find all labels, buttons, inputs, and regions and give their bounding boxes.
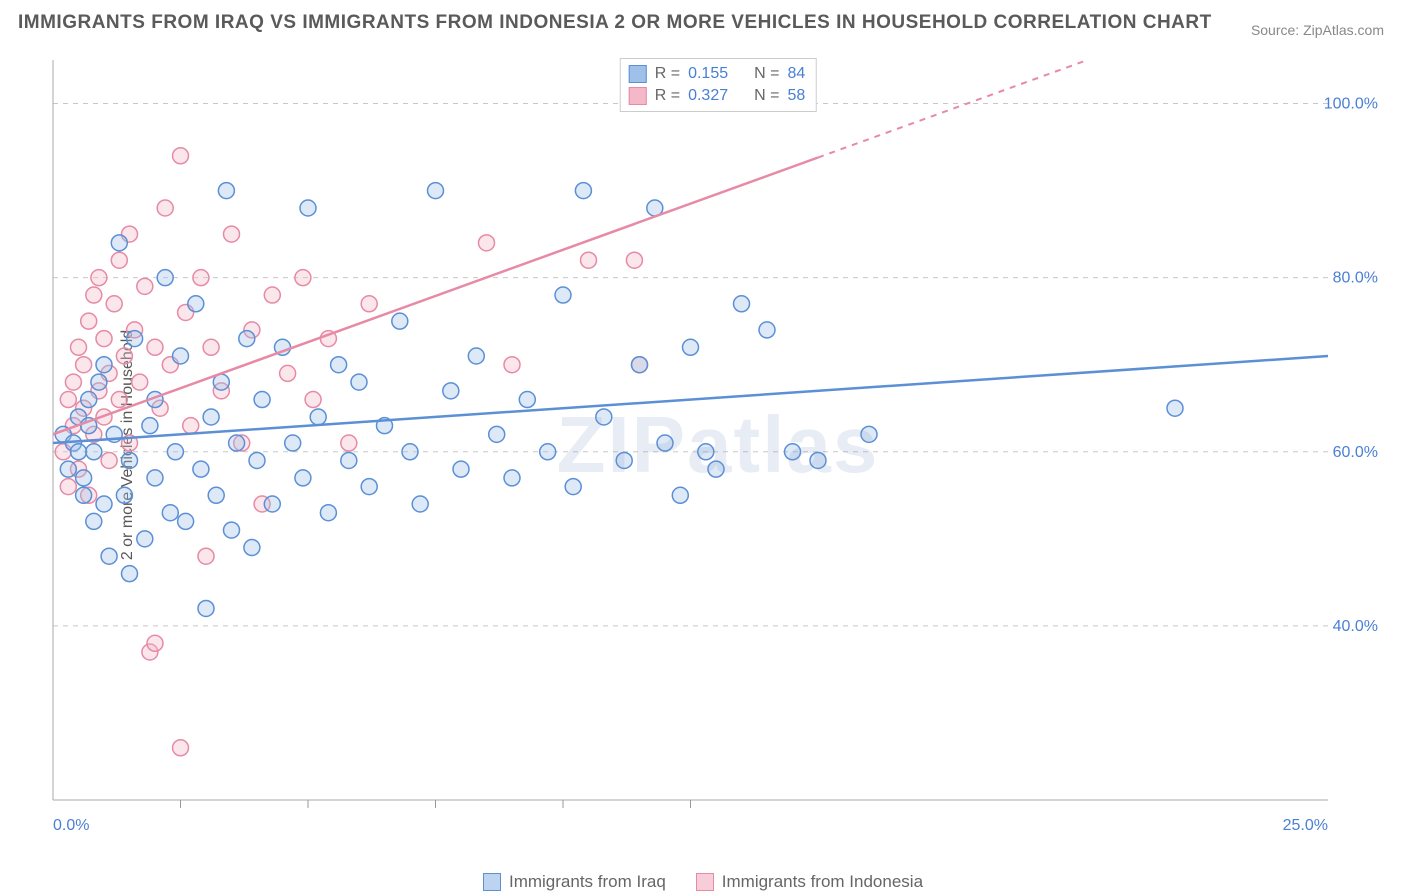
legend-row-series-2: R = 0.327 N = 58	[629, 85, 806, 107]
bottom-legend-item-1: Immigrants from Iraq	[483, 872, 666, 892]
chart-area: 2 or more Vehicles in Household 40.0%60.…	[48, 55, 1388, 835]
r-label: R =	[655, 63, 680, 85]
r-value-2: 0.327	[688, 85, 728, 107]
bottom-swatch-1	[483, 873, 501, 891]
bottom-legend-label-2: Immigrants from Indonesia	[722, 872, 923, 892]
svg-text:60.0%: 60.0%	[1333, 444, 1378, 461]
bottom-legend-label-1: Immigrants from Iraq	[509, 872, 666, 892]
legend-swatch-1	[629, 65, 647, 83]
n-label: N =	[754, 85, 779, 107]
svg-text:25.0%: 25.0%	[1283, 817, 1328, 834]
chart-title: IMMIGRANTS FROM IRAQ VS IMMIGRANTS FROM …	[18, 12, 1212, 34]
n-value-2: 58	[787, 85, 805, 107]
bottom-swatch-2	[696, 873, 714, 891]
n-value-1: 84	[787, 63, 805, 85]
bottom-legend: Immigrants from Iraq Immigrants from Ind…	[0, 872, 1406, 892]
legend-swatch-2	[629, 87, 647, 105]
svg-text:0.0%: 0.0%	[53, 817, 89, 834]
svg-text:40.0%: 40.0%	[1333, 618, 1378, 635]
r-value-1: 0.155	[688, 63, 728, 85]
bottom-legend-item-2: Immigrants from Indonesia	[696, 872, 923, 892]
r-label: R =	[655, 85, 680, 107]
svg-text:80.0%: 80.0%	[1333, 270, 1378, 287]
source-label: Source: ZipAtlas.com	[1251, 22, 1384, 38]
svg-text:100.0%: 100.0%	[1324, 96, 1378, 113]
scatter-plot: 40.0% 60.0% 80.0% 100.0% 0.0% 25.0%	[48, 55, 1388, 835]
correlation-legend: R = 0.155 N = 84 R = 0.327 N = 58	[620, 58, 817, 112]
legend-row-series-1: R = 0.155 N = 84	[629, 63, 806, 85]
n-label: N =	[754, 63, 779, 85]
